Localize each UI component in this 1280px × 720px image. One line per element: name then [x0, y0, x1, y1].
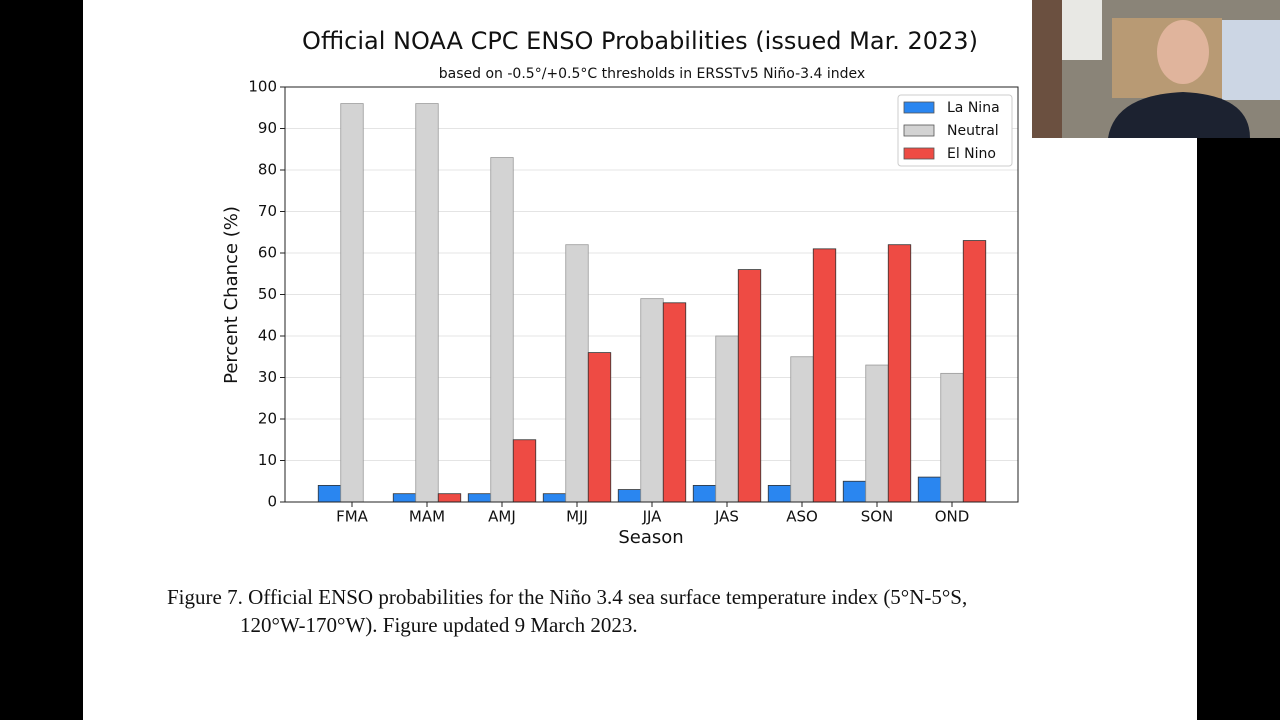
bar	[940, 372, 964, 503]
bar	[865, 364, 889, 503]
y-tick-label: 90	[258, 119, 277, 137]
bar	[587, 352, 612, 503]
chart-subtitle: based on -0.5°/+0.5°C thresholds in ERSS…	[439, 66, 865, 82]
bar	[490, 157, 514, 503]
caption-line: 120°W-170°W). Figure updated 9 March 202…	[240, 613, 638, 637]
bar	[715, 335, 739, 503]
bar	[415, 103, 439, 503]
x-tick-label: ASO	[786, 508, 818, 526]
y-tick-label: 80	[258, 161, 277, 179]
caption-line: Figure 7. Official ENSO probabilities fo…	[167, 585, 967, 609]
legend-swatch	[903, 101, 935, 114]
bar	[692, 484, 717, 503]
y-tick-label: 50	[258, 285, 277, 303]
y-tick-label: 30	[258, 368, 277, 386]
bar	[962, 240, 987, 503]
plot-frame	[284, 86, 1019, 503]
x-tick-label: SON	[861, 508, 894, 526]
x-tick-label: FMA	[336, 508, 369, 526]
legend-label: El Nino	[947, 146, 996, 162]
bar	[842, 480, 867, 503]
bar	[392, 493, 417, 503]
y-tick-label: 20	[258, 410, 277, 428]
y-tick-label: 0	[267, 493, 277, 511]
bar	[467, 493, 492, 503]
bar	[662, 302, 687, 503]
legend-swatch	[903, 124, 935, 137]
y-tick-label: 10	[258, 451, 277, 469]
legend-label: La Nina	[947, 100, 1000, 116]
bar	[437, 493, 462, 503]
y-axis-label: Percent Chance (%)	[221, 206, 242, 384]
bar	[565, 244, 589, 503]
bar	[887, 244, 912, 503]
bar	[790, 356, 814, 503]
chart-title: Official NOAA CPC ENSO Probabilities (is…	[302, 27, 978, 55]
x-tick-label: AMJ	[488, 508, 516, 526]
x-tick-label: MJJ	[566, 508, 588, 526]
x-tick-label: OND	[935, 508, 970, 526]
bar	[812, 248, 837, 503]
y-tick-label: 60	[258, 244, 277, 262]
x-tick-label: MAM	[409, 508, 445, 526]
legend-label: Neutral	[947, 123, 999, 139]
x-axis-label: Season	[618, 527, 683, 548]
y-tick-label: 70	[258, 202, 277, 220]
bar	[640, 298, 664, 503]
legend-swatch	[903, 147, 935, 160]
bar	[917, 476, 942, 503]
y-tick-label: 40	[258, 327, 277, 345]
x-tick-label: JJA	[642, 508, 663, 526]
y-tick-label: 100	[248, 78, 277, 96]
bar	[317, 484, 342, 503]
bar	[512, 439, 537, 503]
bar	[617, 489, 642, 503]
bar	[737, 269, 762, 503]
bar	[767, 484, 792, 503]
bar	[542, 493, 567, 503]
webcam	[1032, 0, 1280, 138]
bar	[340, 103, 364, 503]
x-tick-label: JAS	[714, 508, 739, 526]
